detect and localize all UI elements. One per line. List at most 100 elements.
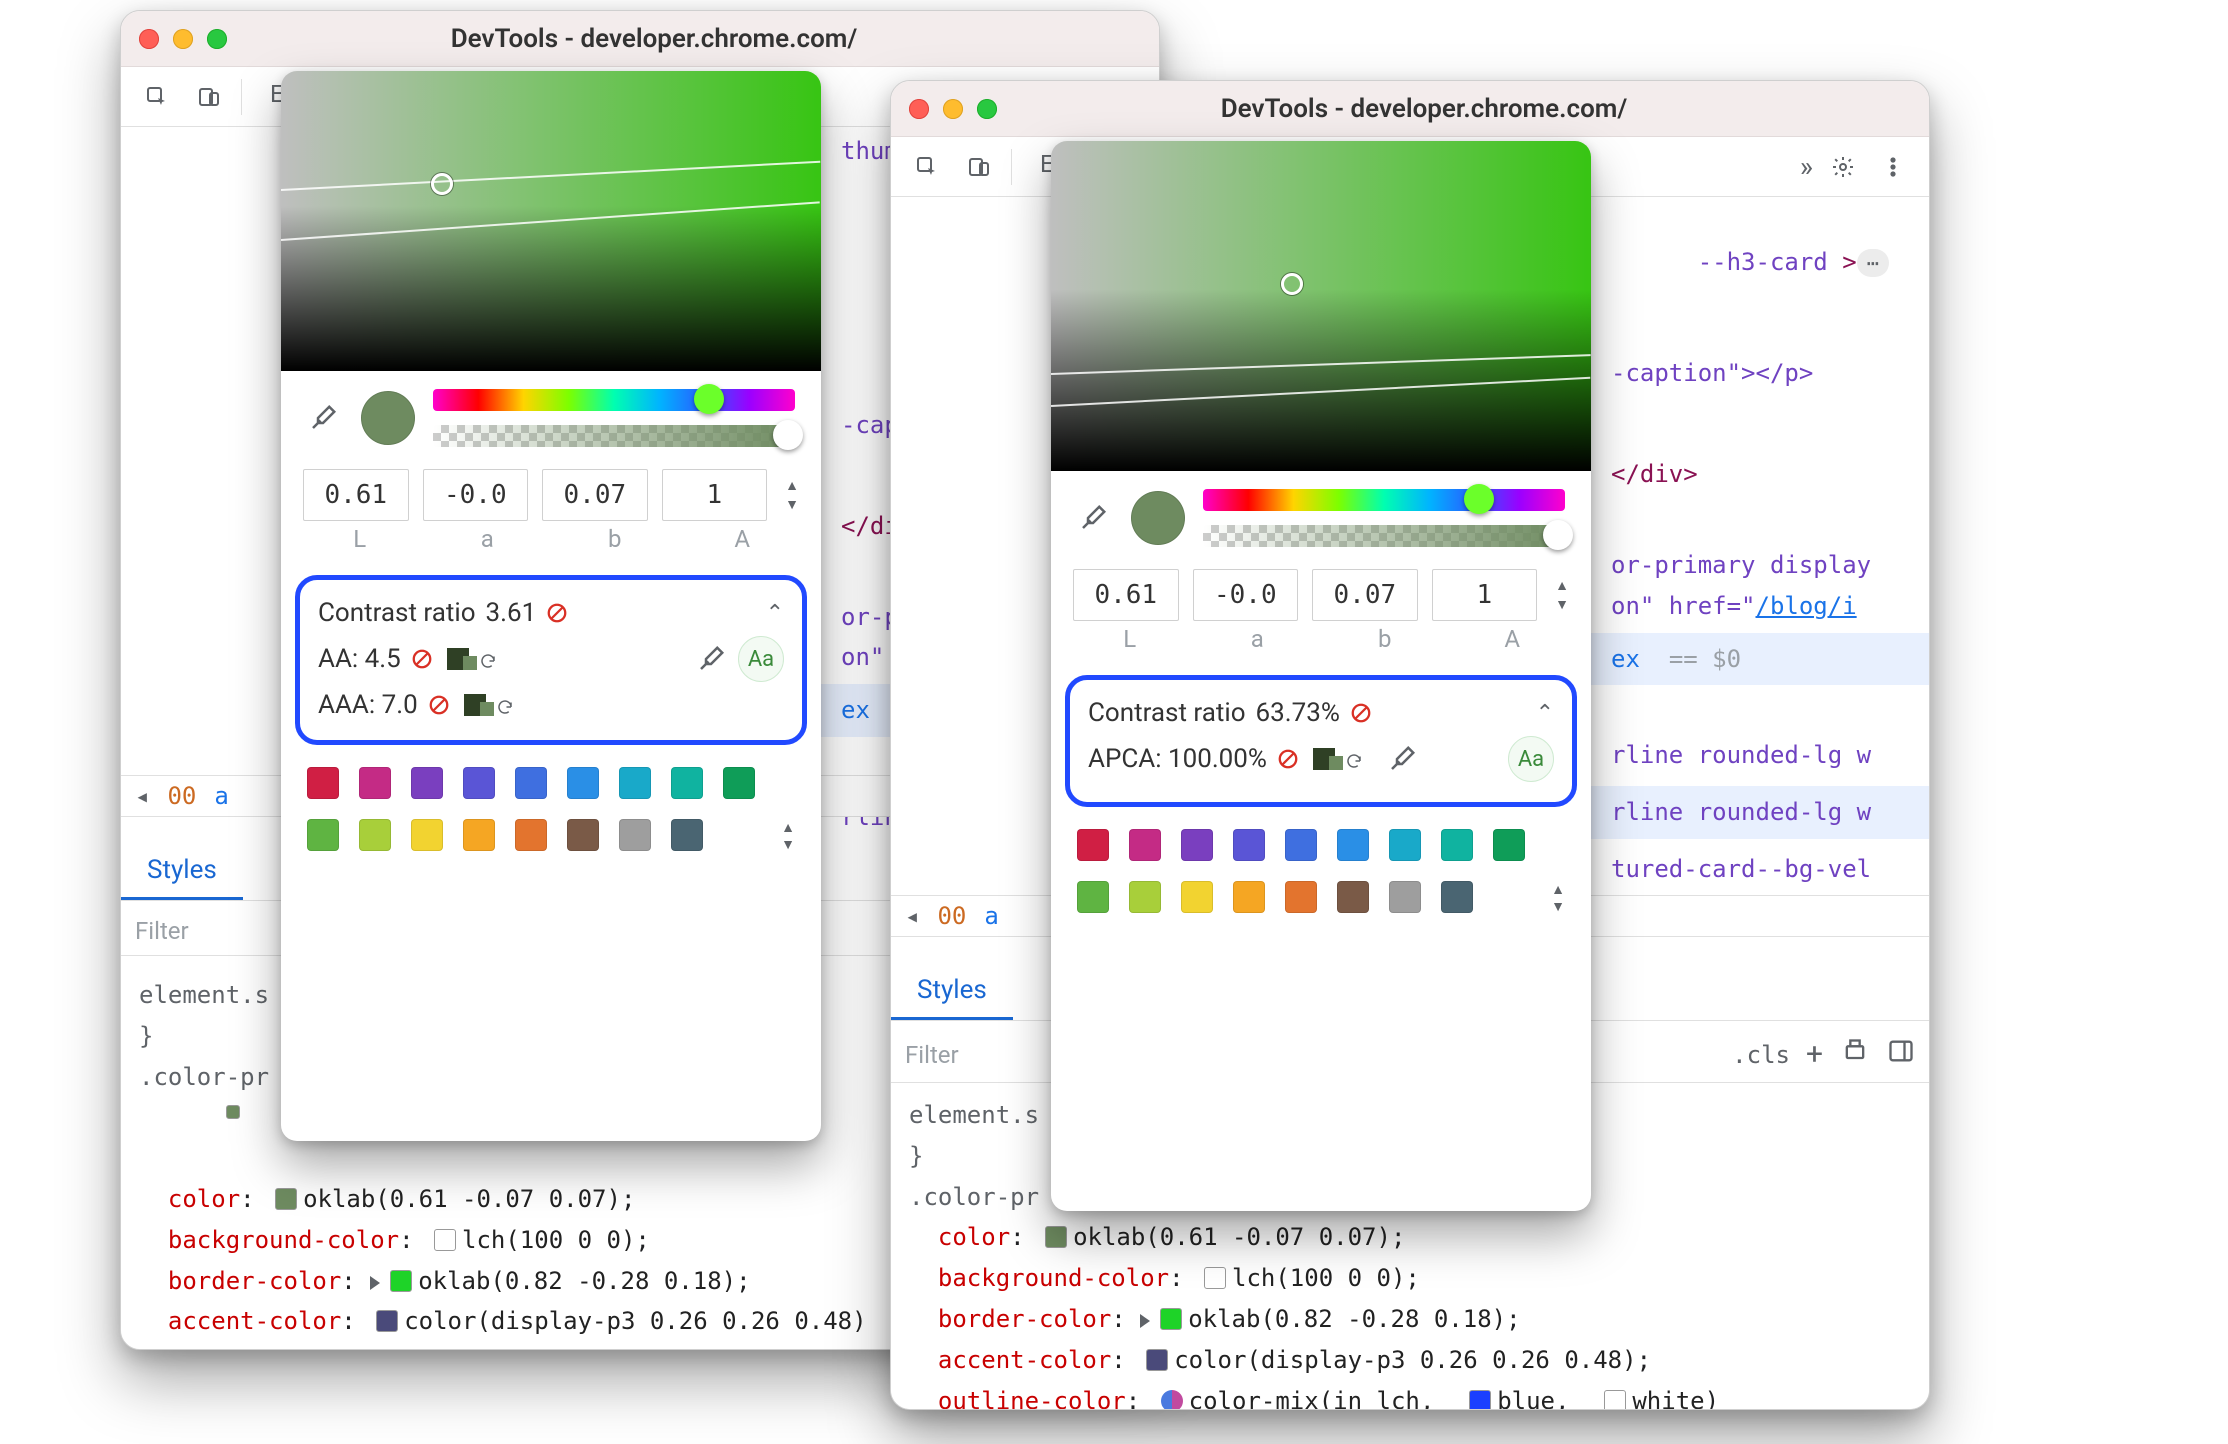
palette-swatch[interactable] bbox=[671, 819, 703, 851]
palette-swatch[interactable] bbox=[1077, 881, 1109, 913]
value-alpha[interactable]: 1 bbox=[1432, 569, 1538, 621]
palette-swatch[interactable] bbox=[619, 767, 651, 799]
settings-icon[interactable] bbox=[1823, 147, 1863, 187]
palette-swatch[interactable] bbox=[359, 767, 391, 799]
filter-input[interactable]: Filter bbox=[905, 1041, 959, 1069]
palette-swatch[interactable] bbox=[515, 819, 547, 851]
expand-icon[interactable] bbox=[1140, 1314, 1150, 1328]
chevron-up-icon[interactable]: ⌃ bbox=[766, 601, 784, 626]
palette-swatch[interactable] bbox=[1077, 829, 1109, 861]
crumb-node[interactable]: 00 bbox=[167, 782, 196, 810]
color-swatch-icon[interactable] bbox=[1045, 1226, 1067, 1248]
device-icon[interactable] bbox=[189, 77, 229, 117]
alpha-slider[interactable] bbox=[1203, 525, 1565, 547]
value-l[interactable]: 0.61 bbox=[1073, 569, 1179, 621]
css-value[interactable]: color(display-p3 0.26 0.26 0.48) bbox=[404, 1307, 866, 1335]
value-b[interactable]: 0.07 bbox=[1312, 569, 1418, 621]
css-prop[interactable]: accent-color bbox=[938, 1346, 1111, 1374]
color-field-handle[interactable] bbox=[431, 173, 453, 195]
hue-slider[interactable] bbox=[433, 389, 795, 411]
color-field-handle[interactable] bbox=[1281, 273, 1303, 295]
css-prop[interactable]: background-color bbox=[168, 1226, 399, 1254]
hue-slider[interactable] bbox=[1203, 489, 1565, 511]
crumb-node[interactable]: a bbox=[214, 782, 228, 810]
palette-swatch[interactable] bbox=[307, 767, 339, 799]
css-value[interactable]: blue bbox=[1497, 1387, 1555, 1409]
palette-swatch[interactable] bbox=[307, 819, 339, 851]
palette-swatch[interactable] bbox=[515, 767, 547, 799]
css-prop[interactable]: color bbox=[938, 1223, 1010, 1251]
zoom-dot[interactable] bbox=[977, 99, 997, 119]
color-swatch-icon[interactable] bbox=[376, 1310, 398, 1332]
css-value[interactable]: lch(100 0 0) bbox=[462, 1226, 635, 1254]
chevron-left-icon[interactable]: ◂ bbox=[905, 902, 919, 930]
value-alpha[interactable]: 1 bbox=[662, 469, 768, 521]
plus-icon[interactable]: + bbox=[1806, 1037, 1823, 1072]
color-field[interactable] bbox=[281, 71, 821, 371]
value-l[interactable]: 0.61 bbox=[303, 469, 409, 521]
eyedropper-icon[interactable] bbox=[1385, 742, 1419, 776]
close-dot[interactable] bbox=[909, 99, 929, 119]
palette-swatch[interactable] bbox=[1129, 829, 1161, 861]
fix-swatch[interactable] bbox=[464, 694, 514, 716]
css-value[interactable]: oklab(0.82 -0.28 0.18) bbox=[1188, 1305, 1506, 1333]
css-value[interactable]: oklab(0.61 -0.07 0.07) bbox=[303, 1185, 621, 1213]
chevron-left-icon[interactable]: ◂ bbox=[135, 782, 149, 810]
fix-swatch[interactable] bbox=[1313, 748, 1363, 770]
value-a[interactable]: -0.0 bbox=[423, 469, 529, 521]
kebab-icon[interactable] bbox=[1873, 147, 1913, 187]
value-b[interactable]: 0.07 bbox=[542, 469, 648, 521]
css-prop[interactable]: color bbox=[168, 1185, 240, 1213]
eyedropper-icon[interactable] bbox=[1073, 498, 1113, 538]
css-prop[interactable]: outline-color bbox=[938, 1387, 1126, 1409]
print-icon[interactable] bbox=[1841, 1037, 1869, 1065]
palette-swatch[interactable] bbox=[1233, 829, 1265, 861]
css-prop[interactable]: accent-color bbox=[168, 1307, 341, 1335]
palette-swatch[interactable] bbox=[1285, 829, 1317, 861]
color-swatch-icon[interactable] bbox=[390, 1270, 412, 1292]
alpha-slider[interactable] bbox=[433, 425, 795, 447]
minimize-dot[interactable] bbox=[943, 99, 963, 119]
css-value[interactable]: blue bbox=[727, 1348, 785, 1349]
palette-swatch[interactable] bbox=[359, 819, 391, 851]
dom-link[interactable]: /blog/i bbox=[1756, 592, 1857, 620]
css-value[interactable]: color-mix(in lch, bbox=[1189, 1387, 1435, 1409]
palette-swatch[interactable] bbox=[1285, 881, 1317, 913]
sidebar-icon[interactable] bbox=[1887, 1037, 1915, 1065]
color-field[interactable] bbox=[1051, 141, 1591, 471]
palette-swatch[interactable] bbox=[411, 767, 443, 799]
palette-swatch[interactable] bbox=[1337, 829, 1369, 861]
palette-swatch[interactable] bbox=[567, 767, 599, 799]
css-value[interactable]: oklab(0.61 -0.07 0.07) bbox=[1073, 1223, 1391, 1251]
palette-swatch[interactable] bbox=[671, 767, 703, 799]
css-prop[interactable]: border-color bbox=[938, 1305, 1111, 1333]
palette-swatch[interactable] bbox=[1181, 829, 1213, 861]
palette-swatch[interactable] bbox=[1233, 881, 1265, 913]
zoom-dot[interactable] bbox=[207, 29, 227, 49]
cls-toggle[interactable]: .cls bbox=[1732, 1041, 1790, 1069]
palette-swatch[interactable] bbox=[1181, 881, 1213, 913]
palette-spinner[interactable]: ▲▼ bbox=[781, 819, 795, 853]
css-prop[interactable]: background-color bbox=[938, 1264, 1169, 1292]
palette-swatch[interactable] bbox=[619, 819, 651, 851]
palette-swatch[interactable] bbox=[1389, 881, 1421, 913]
filter-input[interactable]: Filter bbox=[135, 917, 189, 945]
palette-swatch[interactable] bbox=[567, 819, 599, 851]
value-a[interactable]: -0.0 bbox=[1193, 569, 1299, 621]
close-dot[interactable] bbox=[139, 29, 159, 49]
inspect-icon[interactable] bbox=[907, 147, 947, 187]
crumb-node[interactable]: 00 bbox=[937, 902, 966, 930]
tab-styles[interactable]: Styles bbox=[121, 843, 243, 900]
css-prop[interactable]: outline-color bbox=[168, 1348, 356, 1349]
palette-swatch[interactable] bbox=[723, 767, 755, 799]
eyedropper-icon[interactable] bbox=[303, 398, 343, 438]
css-value[interactable]: oklab(0.82 -0.28 0.18) bbox=[418, 1267, 736, 1295]
chevron-up-icon[interactable]: ⌃ bbox=[1536, 701, 1554, 726]
css-value[interactable]: lch(100 0 0) bbox=[1232, 1264, 1405, 1292]
palette-swatch[interactable] bbox=[1337, 881, 1369, 913]
palette-swatch[interactable] bbox=[1441, 829, 1473, 861]
expand-icon[interactable] bbox=[370, 1276, 380, 1290]
color-swatch-icon[interactable] bbox=[1146, 1349, 1168, 1371]
color-swatch-icon[interactable] bbox=[1604, 1390, 1626, 1409]
palette-swatch[interactable] bbox=[1129, 881, 1161, 913]
